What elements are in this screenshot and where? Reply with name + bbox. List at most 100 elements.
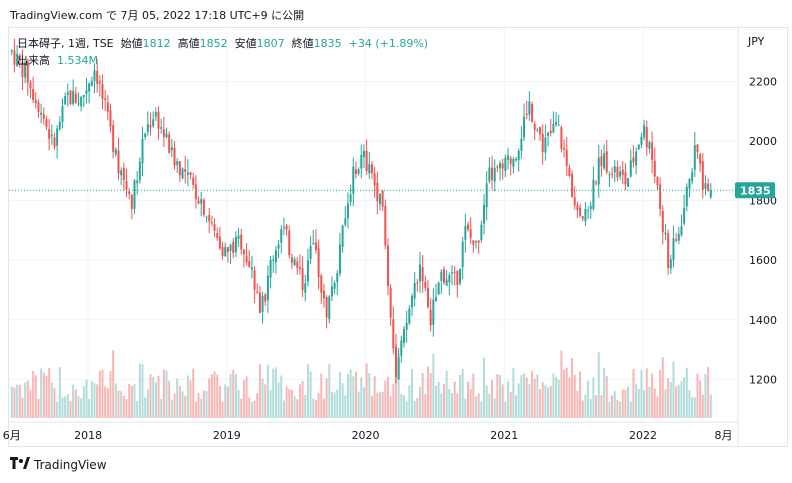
volume-bar (632, 369, 635, 418)
volume-bar (464, 398, 467, 418)
volume-bar (635, 384, 638, 418)
volume-bar (149, 374, 152, 418)
candle-body (418, 264, 421, 282)
candle-body (533, 124, 536, 130)
candle-body (138, 161, 141, 181)
candle-body (410, 296, 413, 308)
volume-bar (501, 384, 504, 418)
volume-bar (208, 378, 211, 418)
volume-bar (547, 387, 550, 418)
candle-body (181, 168, 184, 179)
volume-bar (640, 370, 643, 418)
logo-text: TradingView (34, 457, 107, 472)
volume-bar (157, 375, 160, 418)
candle-body (616, 166, 619, 178)
volume-bar (114, 383, 117, 418)
volume-bar (456, 393, 459, 418)
candle-body (459, 268, 462, 284)
candle-body (544, 137, 547, 153)
volume-bar (573, 374, 576, 418)
candle-body (264, 294, 267, 302)
candle-body (378, 193, 381, 205)
volume-bar (210, 374, 213, 418)
candle-body (549, 130, 552, 134)
time-tick-label: 2018 (74, 429, 102, 442)
candle-body (90, 80, 93, 87)
candle-body (314, 242, 317, 250)
volume-bar (285, 386, 288, 418)
volume-bar (410, 368, 413, 418)
volume-bar (459, 374, 462, 418)
volume-bar (226, 386, 229, 418)
time-tick-label: 2019 (213, 429, 241, 442)
candle-body (672, 238, 675, 261)
volume-bar (293, 396, 296, 418)
volume-bar (85, 379, 88, 418)
candle-body (675, 239, 678, 241)
volume-bar (232, 370, 235, 418)
candle-body (82, 94, 85, 97)
candle-body (592, 179, 595, 209)
volume-bar (579, 371, 582, 418)
footer-logo[interactable]: TradingView (10, 457, 107, 472)
candle-body (432, 299, 435, 325)
candle-body (130, 194, 133, 210)
candle-body (280, 229, 283, 243)
volume-bar (298, 384, 301, 418)
candle-body (472, 240, 475, 245)
candle-body (240, 234, 243, 250)
volume-bars (10, 344, 712, 418)
candle-body (10, 50, 13, 52)
volume-bar (117, 390, 120, 418)
candle-body (221, 247, 224, 256)
candle-body (701, 161, 704, 190)
candle-body (106, 102, 109, 112)
open-value: 1812 (142, 37, 171, 50)
volume-bar (549, 385, 552, 418)
volume-bar (53, 388, 56, 418)
volume-bar (317, 393, 320, 418)
volume-bar (240, 398, 243, 418)
volume-bar (680, 381, 683, 418)
candle-body (362, 151, 365, 158)
grid (9, 28, 736, 418)
candle-body (173, 147, 176, 166)
candle-body (208, 214, 211, 222)
candle-body (386, 245, 389, 287)
candle-body (429, 309, 432, 326)
volume-bar (18, 384, 21, 418)
volume-bar (16, 384, 19, 418)
volume-bar (58, 367, 61, 418)
candle-body (269, 259, 272, 278)
volume-bar (389, 396, 392, 418)
volume-bar (205, 391, 208, 418)
volume-bar (256, 393, 259, 418)
candle-body (258, 292, 261, 313)
candle-body (232, 242, 235, 254)
candle-body (437, 282, 440, 295)
volume-bar (645, 368, 648, 418)
volume-bar (306, 364, 309, 418)
candle-body (250, 267, 253, 270)
candle-body (128, 191, 131, 194)
candle-body (96, 70, 99, 84)
price-tick-label: 2000 (749, 135, 777, 148)
volume-bar (653, 388, 656, 418)
volume-bar (515, 395, 518, 418)
volume-bar (701, 394, 704, 418)
candle-body (365, 150, 368, 171)
volume-bar (443, 384, 446, 418)
volume-bar (96, 384, 99, 418)
volume-bar (512, 367, 515, 418)
publish-time: で 7月 05, 2022 17:18 UTC+9 に公開 (105, 9, 305, 22)
volume-bar (531, 370, 534, 418)
volume-bar (397, 353, 400, 418)
volume-bar (699, 380, 702, 418)
candle-body (653, 160, 656, 177)
volume-bar (173, 393, 176, 418)
volume-bar (592, 377, 595, 418)
time-tick-label: 2022 (629, 429, 657, 442)
candle-body (114, 149, 117, 155)
candle-body (37, 102, 40, 112)
